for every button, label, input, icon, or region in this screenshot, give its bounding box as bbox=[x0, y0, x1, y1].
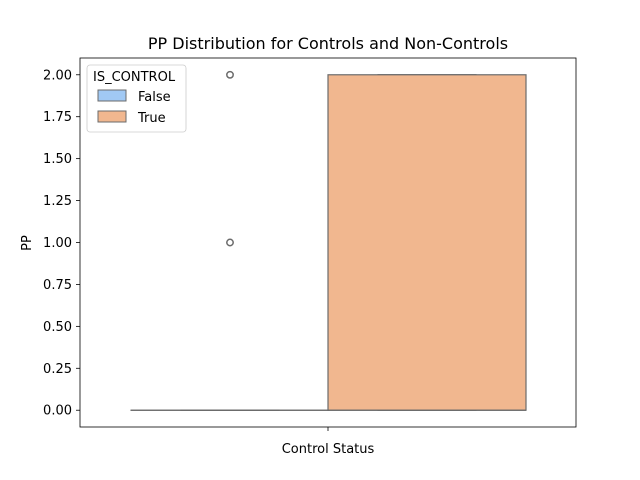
chart-title: PP Distribution for Controls and Non-Con… bbox=[148, 34, 508, 53]
outlier-point bbox=[226, 238, 234, 247]
y-tick-label: 0.25 bbox=[43, 362, 72, 377]
box-body bbox=[327, 74, 527, 411]
y-tick-label: 1.25 bbox=[43, 194, 72, 209]
legend-title: IS_CONTROL bbox=[93, 70, 176, 85]
y-tick-label: 1.00 bbox=[43, 236, 72, 251]
legend-swatch bbox=[97, 89, 127, 102]
y-tick-label: 2.00 bbox=[43, 68, 72, 83]
outlier-point bbox=[226, 70, 234, 79]
y-tick-label: 1.50 bbox=[43, 152, 72, 167]
y-tick-label: 0.75 bbox=[43, 278, 72, 293]
legend-label: True bbox=[137, 111, 166, 126]
legend: IS_CONTROL False True bbox=[86, 64, 187, 133]
legend-label: False bbox=[138, 90, 171, 105]
x-axis-label: Control Status bbox=[282, 442, 375, 457]
box-true bbox=[327, 74, 527, 411]
legend-swatch bbox=[97, 110, 127, 123]
y-tick-label: 0.50 bbox=[43, 320, 72, 335]
y-tick-label: 0.00 bbox=[43, 404, 72, 419]
y-axis-label: PP bbox=[20, 235, 35, 251]
y-tick-label: 1.75 bbox=[43, 110, 72, 125]
